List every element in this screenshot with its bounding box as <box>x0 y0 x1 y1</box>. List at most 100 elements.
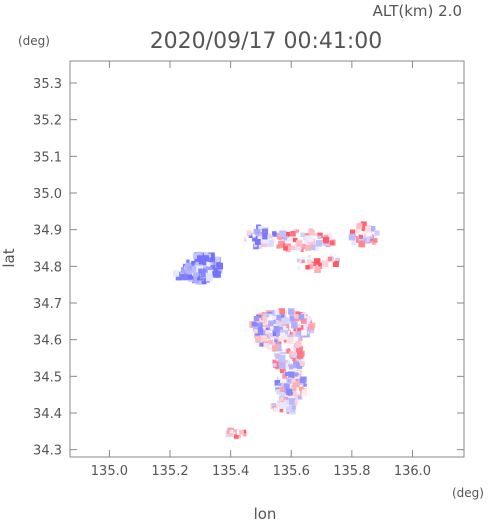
echo-cell <box>287 379 292 383</box>
echo-cell <box>199 261 206 268</box>
echo-cell <box>288 376 292 380</box>
echo-cell <box>332 260 339 267</box>
echo-cell <box>292 387 297 392</box>
y-tick-label: 35.2 <box>33 114 62 129</box>
echo-cell <box>269 344 272 348</box>
echo-cell <box>272 363 277 367</box>
echo-cell <box>272 403 277 407</box>
echo-cell <box>198 268 203 274</box>
echo-cell <box>302 389 307 395</box>
echo-cell <box>307 259 312 264</box>
echo-cell <box>272 359 277 364</box>
echo-cell <box>252 234 256 238</box>
echo-cell <box>271 309 278 316</box>
echo-cell <box>295 328 303 336</box>
echo-cell <box>300 232 305 237</box>
echo-cell <box>261 335 268 342</box>
echo-cell <box>200 268 206 274</box>
echo-cell <box>358 240 366 248</box>
echo-cell <box>173 270 180 277</box>
echo-cell <box>275 353 281 359</box>
y-tick-label: 35.0 <box>33 187 62 202</box>
echo-cell <box>308 264 313 269</box>
echo-cell <box>360 221 367 228</box>
echo-cell <box>210 270 217 277</box>
echo-cell <box>308 228 313 233</box>
echo-cell <box>305 244 312 251</box>
echo-cell <box>276 232 282 238</box>
echo-cell <box>279 387 285 392</box>
echo-cell <box>364 236 370 242</box>
echo-cell <box>181 266 188 274</box>
echo-cell <box>297 395 302 400</box>
echo-cell <box>279 368 285 374</box>
echo-cell <box>295 341 302 348</box>
echo-cell <box>322 237 330 244</box>
echo-cell <box>293 377 299 382</box>
echo-cell <box>356 228 361 233</box>
echo-cell <box>284 348 291 354</box>
echo-cell <box>290 231 296 237</box>
echo-cell <box>286 388 293 396</box>
echo-cell <box>272 326 280 333</box>
echo-cell <box>194 258 199 264</box>
echo-cell <box>293 374 299 380</box>
echo-cell <box>300 243 307 250</box>
echo-cell <box>196 255 204 262</box>
x-tick-label: 135.4 <box>212 464 249 479</box>
echo-cell <box>374 235 380 240</box>
echo-cell <box>272 330 279 337</box>
echo-cell <box>273 319 278 324</box>
echo-cell <box>296 355 300 359</box>
echo-cell <box>266 240 274 247</box>
x-tick-label: 136.0 <box>394 464 431 479</box>
echo-cell <box>313 262 317 267</box>
echo-cell <box>268 332 273 338</box>
echo-cell <box>300 256 306 262</box>
echo-cell <box>278 362 286 369</box>
echo-cell <box>249 327 255 333</box>
echo-cell <box>271 345 278 352</box>
echo-cell <box>276 328 284 336</box>
echo-cell <box>229 433 233 437</box>
echo-cell <box>270 326 274 330</box>
echo-cell <box>181 273 188 281</box>
echo-cell <box>281 314 285 318</box>
echo-cell <box>264 318 268 323</box>
echo-cell <box>314 266 321 273</box>
echo-cell <box>351 240 357 246</box>
echo-cell <box>299 386 304 392</box>
echo-cell <box>307 254 311 258</box>
echo-cell <box>254 239 261 245</box>
echo-cell <box>206 266 213 273</box>
echo-cell <box>206 261 211 267</box>
echo-cell <box>209 261 213 265</box>
echo-cell <box>253 316 260 322</box>
echo-cell <box>254 332 261 339</box>
echo-cell <box>185 268 192 275</box>
echo-cell <box>268 320 274 327</box>
echo-cell <box>293 237 298 243</box>
echo-cell <box>259 342 264 347</box>
echo-cell <box>190 266 198 273</box>
echo-cell <box>281 334 288 340</box>
echo-cell <box>185 260 190 265</box>
y-tick-label: 34.4 <box>33 407 62 422</box>
echo-cell <box>276 389 283 395</box>
echo-cell <box>309 239 315 245</box>
echo-cell <box>242 432 247 437</box>
echo-cell <box>361 225 368 231</box>
echo-cell <box>278 236 283 241</box>
echo-cell <box>349 229 356 235</box>
echo-cell <box>369 226 376 232</box>
echo-cell <box>300 248 304 252</box>
echo-cell <box>186 259 190 263</box>
echo-cell <box>292 353 300 360</box>
echo-cell <box>239 429 244 435</box>
echo-cell <box>295 244 302 251</box>
chart-title: 2020/09/17 00:41:00 <box>150 29 383 54</box>
echo-cell <box>355 233 359 237</box>
echo-cell <box>275 335 280 340</box>
echo-cell <box>193 253 199 259</box>
